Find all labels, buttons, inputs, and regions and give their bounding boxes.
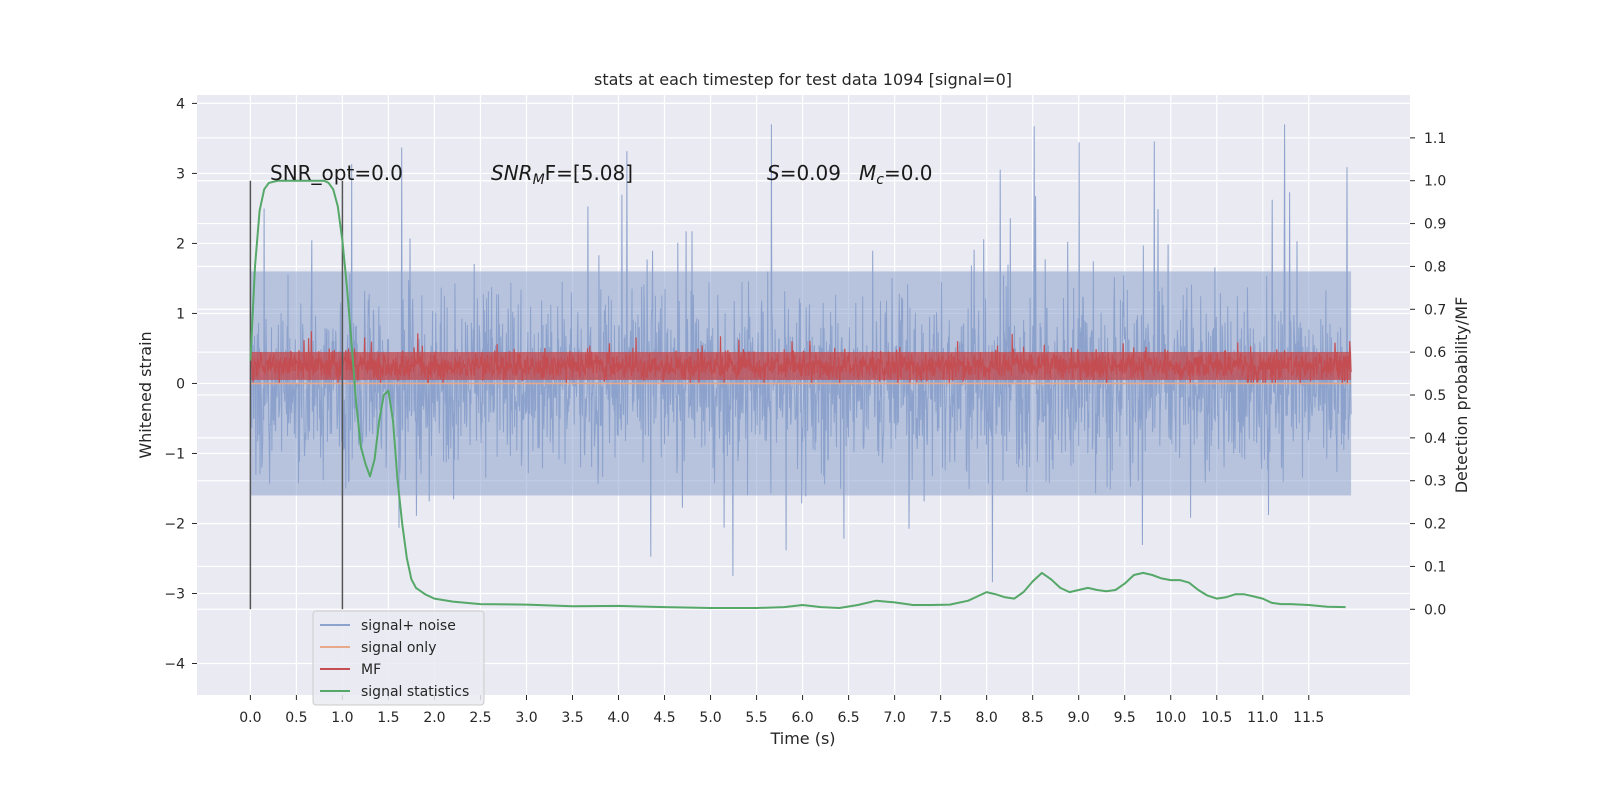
x-tick-label: 10.5 [1201, 710, 1232, 726]
y-right-tick-label: 1.1 [1424, 131, 1446, 147]
y-right-tick-label: 0.6 [1424, 345, 1446, 361]
annotation-snr-mf-base: SNR [491, 161, 533, 185]
y-left-tick-label: 1 [176, 306, 185, 322]
x-tick-label: 7.5 [929, 710, 951, 726]
x-tick-label: 1.0 [331, 710, 353, 726]
x-tick-label: 0.0 [239, 710, 261, 726]
y-right-tick-label: 0.8 [1424, 259, 1446, 275]
y-left-tick-label: −3 [164, 586, 185, 602]
x-tick-label: 8.0 [976, 710, 998, 726]
x-tick-label: 3.0 [515, 710, 537, 726]
legend-box [312, 610, 485, 706]
x-tick-label: 11.0 [1247, 710, 1278, 726]
y-axis-label-right: Detection probability/MF [1452, 297, 1471, 494]
x-tick-label: 2.5 [469, 710, 491, 726]
y-right-tick-label: 0.2 [1424, 517, 1446, 533]
y-left-tick-label: −2 [164, 516, 185, 532]
legend-label-mf: MF [361, 662, 381, 678]
x-tick-label: 0.5 [285, 710, 307, 726]
annotation-mc: Mc=0.0 [859, 161, 933, 188]
signal-statistics-series [249, 179, 1346, 609]
y-left-tick-label: −1 [164, 446, 185, 462]
x-tick-label: 6.5 [837, 710, 859, 726]
x-tick-label: 10.0 [1155, 710, 1186, 726]
x-tick-label: 1.5 [377, 710, 399, 726]
y-right-tick-labels: 0.0 0.1 0.2 0.3 0.4 0.5 0.6 0.7 0.8 0.9 1.0 1.1 [1410, 131, 1446, 618]
x-tick-label: 6.0 [791, 710, 813, 726]
annotation-s-value: =0.09 [780, 161, 841, 185]
y-right-tick-label: 0.4 [1424, 431, 1446, 447]
y-right-tick-label: 0.7 [1424, 302, 1446, 318]
annotation-mc-symbol: M [859, 161, 876, 185]
legend: signal+ noise signal only MF signal stat… [312, 610, 485, 706]
annotation-s: S=0.09 [767, 161, 841, 185]
x-tick-label: 8.5 [1022, 710, 1044, 726]
x-tick-label: 9.5 [1114, 710, 1136, 726]
y-right-tick-label: 0.3 [1424, 474, 1446, 490]
x-tick-label: 3.5 [561, 710, 583, 726]
x-tick-label: 5.0 [699, 710, 721, 726]
annotation-mc-sub: c [876, 172, 884, 188]
x-tick-label: 9.0 [1068, 710, 1090, 726]
vertical-markers [249, 180, 344, 610]
annotation-s-symbol: S [767, 161, 780, 185]
y-left-tick-labels: −4 −3 −2 −1 0 1 2 3 4 [164, 96, 197, 672]
annotation-snr-opt: SNR_opt=0.0 [270, 161, 403, 185]
x-tick-label: 11.5 [1293, 710, 1324, 726]
annotation-snr-mf-sub: M [533, 172, 545, 188]
y-right-tick-label: 0.0 [1424, 602, 1446, 618]
mf-series [249, 331, 1352, 384]
x-tick-label: 2.0 [423, 710, 445, 726]
annotation-snr-mf: SNRMF=[5.08] [491, 161, 633, 188]
y-right-tick-label: 0.9 [1424, 217, 1446, 233]
y-axis-label-left: Whitened strain [136, 331, 155, 458]
y-left-tick-label: 0 [176, 376, 185, 392]
signal-statistics-line [249, 179, 1346, 609]
y-left-tick-label: 2 [176, 236, 185, 252]
x-axis-label: Time (s) [769, 729, 835, 748]
annotation-mc-value: =0.0 [884, 161, 933, 185]
x-tick-label: 4.0 [607, 710, 629, 726]
y-right-tick-label: 1.0 [1424, 174, 1446, 190]
y-left-tick-label: −4 [164, 656, 185, 672]
y-right-tick-label: 0.1 [1424, 559, 1446, 575]
chart-title: stats at each timestep for test data 109… [594, 70, 1012, 89]
x-tick-label: 5.5 [745, 710, 767, 726]
annotation-snr-mf-rest: F=[5.08] [545, 161, 633, 185]
x-tick-label: 7.0 [883, 710, 905, 726]
legend-label-signal-statistics: signal statistics [361, 684, 469, 700]
legend-label-signal-noise: signal+ noise [361, 618, 456, 634]
y-left-tick-label: 3 [176, 166, 185, 182]
mf-band [250, 351, 1352, 380]
y-left-tick-label: 4 [176, 96, 185, 112]
legend-label-signal-only: signal only [361, 640, 436, 656]
y-right-tick-label: 0.5 [1424, 388, 1446, 404]
x-tick-labels: 0.0 0.5 1.0 1.5 2.0 2.5 3.0 3.5 4.0 4.5 5.0 5.5 6.0 6… [239, 695, 1324, 726]
x-tick-label: 4.5 [653, 710, 675, 726]
